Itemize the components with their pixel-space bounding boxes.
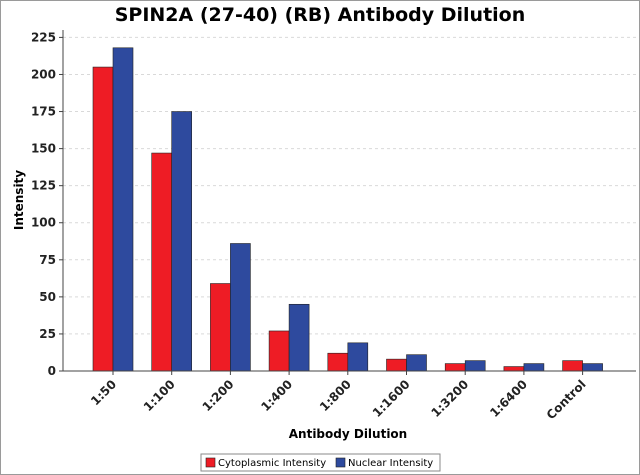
bar-nuclear-3 — [288, 303, 310, 372]
legend-box — [200, 453, 441, 472]
x-axis-label: Antibody Dilution — [289, 427, 407, 441]
bar-nuclear-7 — [523, 363, 545, 372]
bar-cytoplasmic-0 — [92, 66, 114, 372]
y-axis-label: Intensity — [12, 170, 26, 230]
bar-cytoplasmic-3 — [268, 330, 290, 372]
axes — [59, 30, 636, 375]
bar-nuclear-6 — [464, 360, 486, 372]
bar-cytoplasmic-5 — [386, 358, 407, 372]
y-tick-label: 50 — [39, 290, 56, 304]
bar-nuclear-0 — [112, 47, 134, 372]
y-tick-label: 100 — [31, 216, 56, 230]
bar-cytoplasmic-7 — [503, 366, 525, 372]
bar-nuclear-1 — [171, 111, 192, 372]
legend-label-cytoplasmic: Cytoplasmic Intensity — [218, 458, 326, 469]
bar-cytoplasmic-8 — [562, 360, 583, 372]
bars — [92, 47, 603, 372]
y-tick-label: 225 — [31, 30, 56, 44]
bar-cytoplasmic-6 — [444, 363, 466, 372]
bar-cytoplasmic-2 — [210, 283, 231, 372]
legend-swatch-cytoplasmic — [205, 457, 216, 468]
plot-area — [63, 30, 636, 371]
y-tick-label: 175 — [31, 105, 56, 119]
y-tick-label: 125 — [31, 179, 56, 193]
y-tick-label: 150 — [31, 142, 56, 156]
bar-nuclear-8 — [582, 363, 603, 372]
bar-cytoplasmic-1 — [151, 152, 172, 372]
legend-label-nuclear: Nuclear Intensity — [348, 458, 433, 469]
legend-swatch-nuclear — [335, 457, 346, 468]
y-tick-labels: 0 25 50 75 100 125 150 175 200 225 — [31, 30, 56, 378]
bar-cytoplasmic-4 — [327, 352, 349, 372]
y-tick-label: 75 — [39, 253, 56, 267]
legend: Cytoplasmic Intensity Nuclear Intensity — [200, 453, 441, 472]
bar-nuclear-2 — [230, 243, 251, 372]
y-tick-label: 0 — [48, 364, 56, 378]
chart-title: SPIN2A (27-40) (RB) Antibody Dilution — [115, 4, 526, 26]
y-tick-label: 200 — [31, 67, 56, 81]
bar-nuclear-5 — [406, 354, 427, 372]
bar-nuclear-4 — [347, 342, 369, 372]
y-tick-label: 25 — [39, 327, 56, 341]
